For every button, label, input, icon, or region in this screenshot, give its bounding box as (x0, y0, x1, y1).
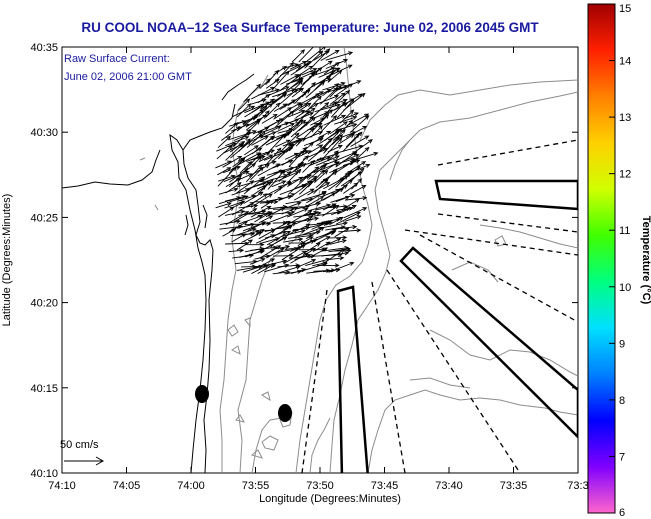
map-frame (61, 46, 579, 474)
colorbar-tick-label: 10 (619, 282, 631, 294)
y-tick-label: 40:15 (30, 383, 58, 395)
zone-east (434, 179, 578, 211)
colorbar-tick-label: 12 (619, 169, 631, 181)
scale-arrow (64, 456, 105, 466)
zone-south (336, 285, 369, 473)
y-axis-label: Latitude (Degrees:Minutes) (1, 194, 13, 327)
colorbar-ticks: 15 14 13 12 11 10 9 8 7 6 (609, 3, 631, 519)
colorbar-tick-label: 11 (619, 225, 630, 237)
x-tick-label: 73:45 (371, 480, 399, 492)
colorbar-tick-label: 7 (619, 451, 625, 463)
y-tick-label: 40:25 (30, 212, 58, 224)
x-tick-label: 73:50 (306, 480, 334, 492)
zone-southeast (399, 246, 578, 439)
x-axis-ticks: 74:10 74:05 74:00 73:55 73:50 73:45 73:40 73:35… (48, 47, 589, 492)
map-title: RU COOL NOAA–12 Sea Surface Temperature:… (81, 20, 539, 35)
annotation-line2: June 02, 2006 21:00 GMT (64, 71, 192, 83)
coastline (62, 73, 255, 473)
y-tick-label: 40:10 (30, 468, 58, 480)
annotation-line1: Raw Surface Current: (64, 53, 170, 65)
x-tick-label: 73:3 (567, 480, 588, 492)
marker-blob-east (278, 404, 292, 422)
radar-range-lines (301, 139, 578, 473)
y-tick-label: 40:20 (30, 298, 58, 310)
scale-label: 50 cm/s (60, 439, 99, 451)
bathymetry-contours (219, 47, 578, 473)
x-tick-label: 73:35 (500, 480, 528, 492)
x-tick-label: 73:55 (242, 480, 270, 492)
y-tick-label: 40:30 (30, 127, 58, 139)
colorbar-tick-label: 8 (619, 395, 625, 407)
colorbar-tick-label: 9 (619, 338, 625, 350)
current-vectors (215, 47, 379, 275)
survey-zones (336, 179, 578, 473)
contour-fragments (139, 157, 507, 459)
y-tick-label: 40:35 (30, 42, 58, 54)
x-tick-label: 74:10 (48, 480, 76, 492)
x-tick-label: 73:40 (435, 480, 463, 492)
colorbar-tick-label: 6 (619, 507, 625, 519)
x-tick-label: 74:00 (177, 480, 205, 492)
x-tick-label: 74:05 (113, 480, 141, 492)
colorbar-tick-label: 13 (619, 112, 631, 124)
y-axis-ticks: 40:35 40:30 40:25 40:20 40:15 40:10 (30, 42, 578, 480)
marker-blob-west (195, 385, 209, 403)
colorbar-label: Temperature (°C) (640, 216, 651, 305)
colorbar-tick-label: 15 (619, 3, 631, 15)
x-axis-label: Longitude (Degrees:Minutes) (259, 493, 401, 505)
colorbar (587, 3, 616, 514)
colorbar-tick-label: 14 (619, 56, 631, 68)
